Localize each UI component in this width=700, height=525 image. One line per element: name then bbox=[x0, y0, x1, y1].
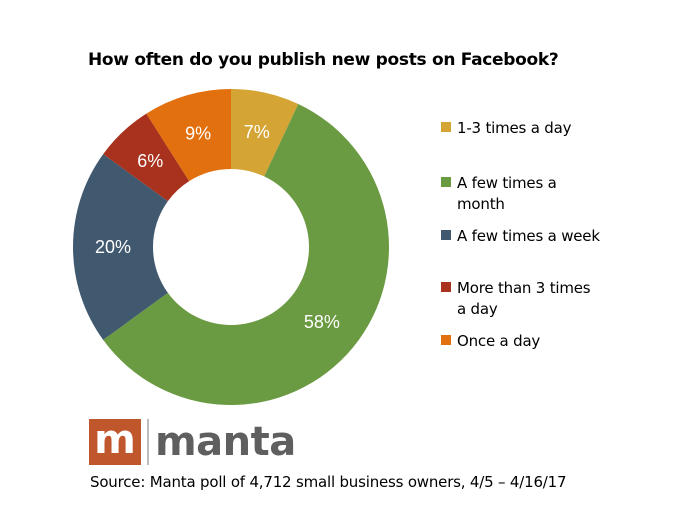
legend-swatch bbox=[441, 177, 451, 187]
chart-title: How often do you publish new posts on Fa… bbox=[88, 50, 559, 70]
legend-item-few-times-week: A few times a week bbox=[441, 226, 627, 247]
donut-slice bbox=[103, 113, 190, 202]
legend-swatch bbox=[441, 230, 451, 240]
legend-label: A few times a month bbox=[457, 174, 557, 213]
legend-item-more-than-3-times-day: More than 3 times a day bbox=[441, 278, 597, 320]
legend-item-once-a-day: Once a day bbox=[441, 331, 607, 352]
slice-label: 6% bbox=[137, 151, 163, 171]
legend-swatch bbox=[441, 335, 451, 345]
donut-slice bbox=[231, 89, 299, 177]
donut-slice bbox=[103, 104, 390, 405]
legend-swatch bbox=[441, 282, 451, 292]
legend-label: More than 3 times a day bbox=[457, 279, 591, 318]
donut-slice bbox=[146, 89, 231, 182]
source-note: Source: Manta poll of 4,712 small busine… bbox=[90, 473, 567, 491]
donut-slice bbox=[73, 154, 168, 340]
legend-label: 1-3 times a day bbox=[457, 119, 572, 137]
logo-text: manta bbox=[155, 419, 296, 465]
logo-divider bbox=[147, 419, 149, 465]
slice-label: 58% bbox=[304, 312, 340, 332]
logo-mark: m bbox=[89, 419, 141, 465]
legend-swatch bbox=[441, 122, 451, 132]
manta-logo: m manta bbox=[89, 419, 296, 465]
slice-label: 20% bbox=[95, 237, 131, 257]
slice-label: 7% bbox=[244, 122, 270, 142]
legend-label: Once a day bbox=[457, 332, 541, 350]
donut-slices bbox=[73, 89, 390, 405]
slice-labels: 7% 58% 20% 6% 9% bbox=[95, 122, 340, 332]
legend-item-1-3-times-a-day: 1-3 times a day bbox=[441, 118, 607, 139]
legend-label: A few times a week bbox=[457, 227, 600, 245]
slice-label: 9% bbox=[185, 124, 211, 144]
legend-item-few-times-month: A few times a month bbox=[441, 173, 577, 215]
